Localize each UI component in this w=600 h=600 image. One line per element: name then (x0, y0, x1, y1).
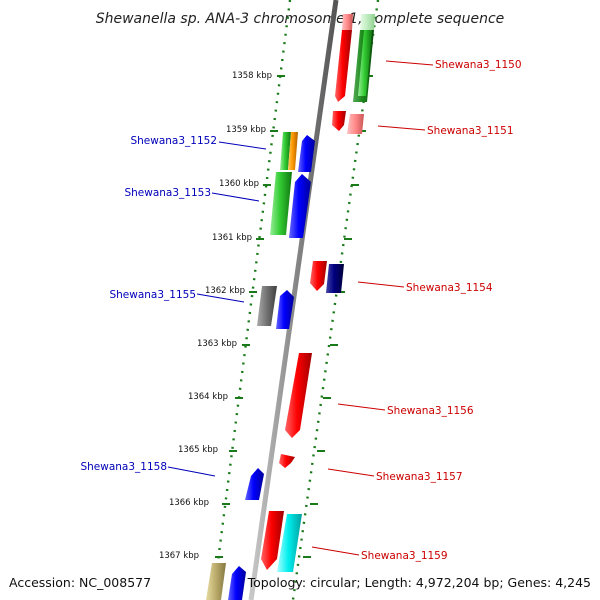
gene-1160-khaki-feature (206, 563, 226, 600)
leader-1159 (311, 546, 360, 556)
gene-1160-blue-feature (228, 566, 246, 600)
ruler-label-1359: 1359 kbp (226, 125, 266, 135)
gene-1159-cyan-feature (277, 514, 302, 572)
gene-1152-green-feature[interactable] (280, 132, 291, 170)
ruler-ring-left (211, 0, 292, 600)
gene-1155-grey-feature (257, 286, 277, 326)
leader-1151 (377, 125, 426, 131)
gene-label-1159[interactable]: Shewana3_1159 (361, 550, 448, 562)
gene-label-1155[interactable]: Shewana3_1155 (109, 289, 196, 301)
gene-1155-feature[interactable] (276, 290, 294, 329)
gene-1157-feature[interactable] (279, 454, 295, 468)
ruler-label-1358: 1358 kbp (232, 71, 272, 81)
gene-1150-pink-cap (342, 14, 353, 30)
ruler-label-1361: 1361 kbp (212, 233, 252, 243)
gene-1154-navy-feature (326, 264, 344, 293)
leader-1158 (167, 466, 216, 477)
gene-label-1156[interactable]: Shewana3_1156 (387, 405, 474, 417)
gene-1151-light-feature (347, 114, 364, 134)
gene-1153-blue-feature (289, 174, 311, 238)
gene-1159-feature[interactable] (261, 511, 284, 570)
leader-1152 (218, 141, 267, 150)
leader-1150 (385, 60, 434, 66)
gene-label-1157[interactable]: Shewana3_1157 (376, 471, 463, 483)
gene-label-1152[interactable]: Shewana3_1152 (130, 135, 217, 147)
gene-1150-green-overlay (358, 30, 372, 96)
leader-1154 (357, 281, 405, 288)
gene-1152-orange-feature (288, 132, 298, 170)
gene-label-1153[interactable]: Shewana3_1153 (124, 187, 211, 199)
leader-1153 (211, 192, 260, 202)
gene-1158-feature[interactable] (245, 468, 264, 500)
ruler-label-1365: 1365 kbp (178, 445, 218, 455)
ruler-label-1367: 1367 kbp (159, 551, 199, 561)
ruler-label-1360: 1360 kbp (219, 179, 259, 189)
gene-label-1151[interactable]: Shewana3_1151 (427, 125, 514, 137)
gene-1156-feature[interactable] (285, 353, 312, 438)
gene-1151-feature[interactable] (332, 111, 346, 131)
topology-label: Topology: circular; Length: 4,972,204 bp… (247, 575, 591, 590)
ruler-label-1366: 1366 kbp (169, 498, 209, 508)
ruler-label-1364: 1364 kbp (188, 392, 228, 402)
gene-1150-feature[interactable] (335, 30, 352, 102)
gene-label-1154[interactable]: Shewana3_1154 (406, 282, 493, 294)
leader-1156 (337, 403, 386, 411)
leader-1157 (327, 468, 375, 477)
ruler-label-1362: 1362 kbp (205, 286, 245, 296)
gene-1154-feature[interactable] (310, 261, 327, 291)
gene-1150-light-green-cap (360, 14, 375, 30)
gene-1152-feature[interactable] (298, 135, 315, 172)
map-title: Shewanella sp. ANA-3 chromosome 1, compl… (96, 11, 505, 27)
gene-label-1150[interactable]: Shewana3_1150 (435, 59, 522, 71)
accession-label: Accession: NC_008577 (9, 575, 151, 590)
gene-label-1158[interactable]: Shewana3_1158 (80, 461, 167, 473)
leader-1155 (196, 293, 245, 303)
gene-1153-feature[interactable] (270, 172, 292, 235)
ruler-label-1363: 1363 kbp (197, 339, 237, 349)
